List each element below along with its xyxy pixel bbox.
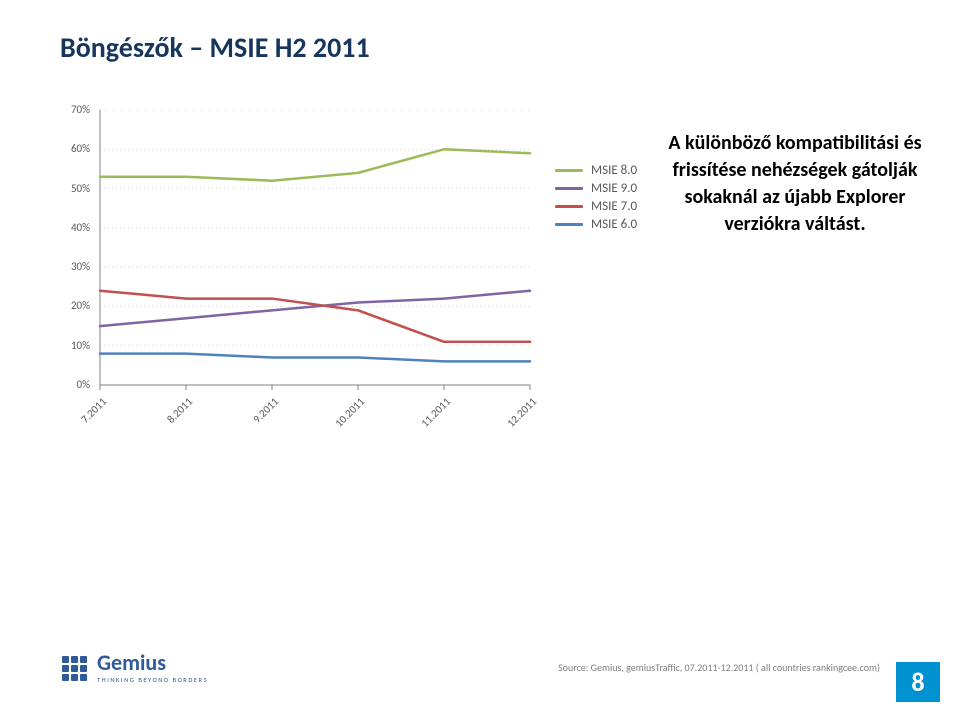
legend-label: MSIE 8.0 [591, 163, 637, 178]
legend-label: MSIE 7.0 [591, 199, 637, 214]
legend-label: MSIE 6.0 [591, 217, 637, 232]
y-tick-label: 50% [60, 182, 90, 195]
legend-swatch [555, 187, 583, 190]
chart-svg [60, 105, 540, 405]
side-note: A különböző kompatibilitási és frissítés… [660, 130, 930, 238]
y-tick-label: 0% [60, 378, 90, 391]
legend-label: MSIE 9.0 [591, 181, 637, 196]
y-tick-label: 20% [60, 299, 90, 312]
legend-item: MSIE 6.0 [555, 217, 637, 232]
legend-item: MSIE 8.0 [555, 163, 637, 178]
line-chart: 0%10%20%30%40%50%60%70% 7.20118.20119.20… [60, 105, 540, 445]
logo-tagline: THINKING BEYOND BORDERS [97, 676, 208, 684]
source-text: Source: Gemius, gemiusTraffic, 07.2011-1… [558, 661, 880, 674]
y-tick-label: 10% [60, 339, 90, 352]
logo-name: Gemius [97, 652, 208, 674]
y-tick-label: 60% [60, 142, 90, 155]
y-tick-label: 30% [60, 260, 90, 273]
y-tick-label: 70% [60, 103, 90, 116]
logo-mark [62, 656, 87, 681]
page-number: 8 [896, 662, 940, 702]
y-tick-label: 40% [60, 221, 90, 234]
gemius-logo: Gemius THINKING BEYOND BORDERS [62, 652, 208, 684]
slide: Böngészők – MSIE H2 2011 0% 10% 20% 30% 40% 5… [0, 0, 960, 720]
legend: MSIE 8.0 MSIE 9.0 MSIE 7.0 MSIE 6.0 [555, 160, 637, 235]
legend-swatch [555, 223, 583, 226]
page-title: Böngészők – MSIE H2 2011 [60, 30, 370, 65]
legend-swatch [555, 205, 583, 208]
legend-swatch [555, 169, 583, 172]
legend-item: MSIE 9.0 [555, 181, 637, 196]
legend-item: MSIE 7.0 [555, 199, 637, 214]
